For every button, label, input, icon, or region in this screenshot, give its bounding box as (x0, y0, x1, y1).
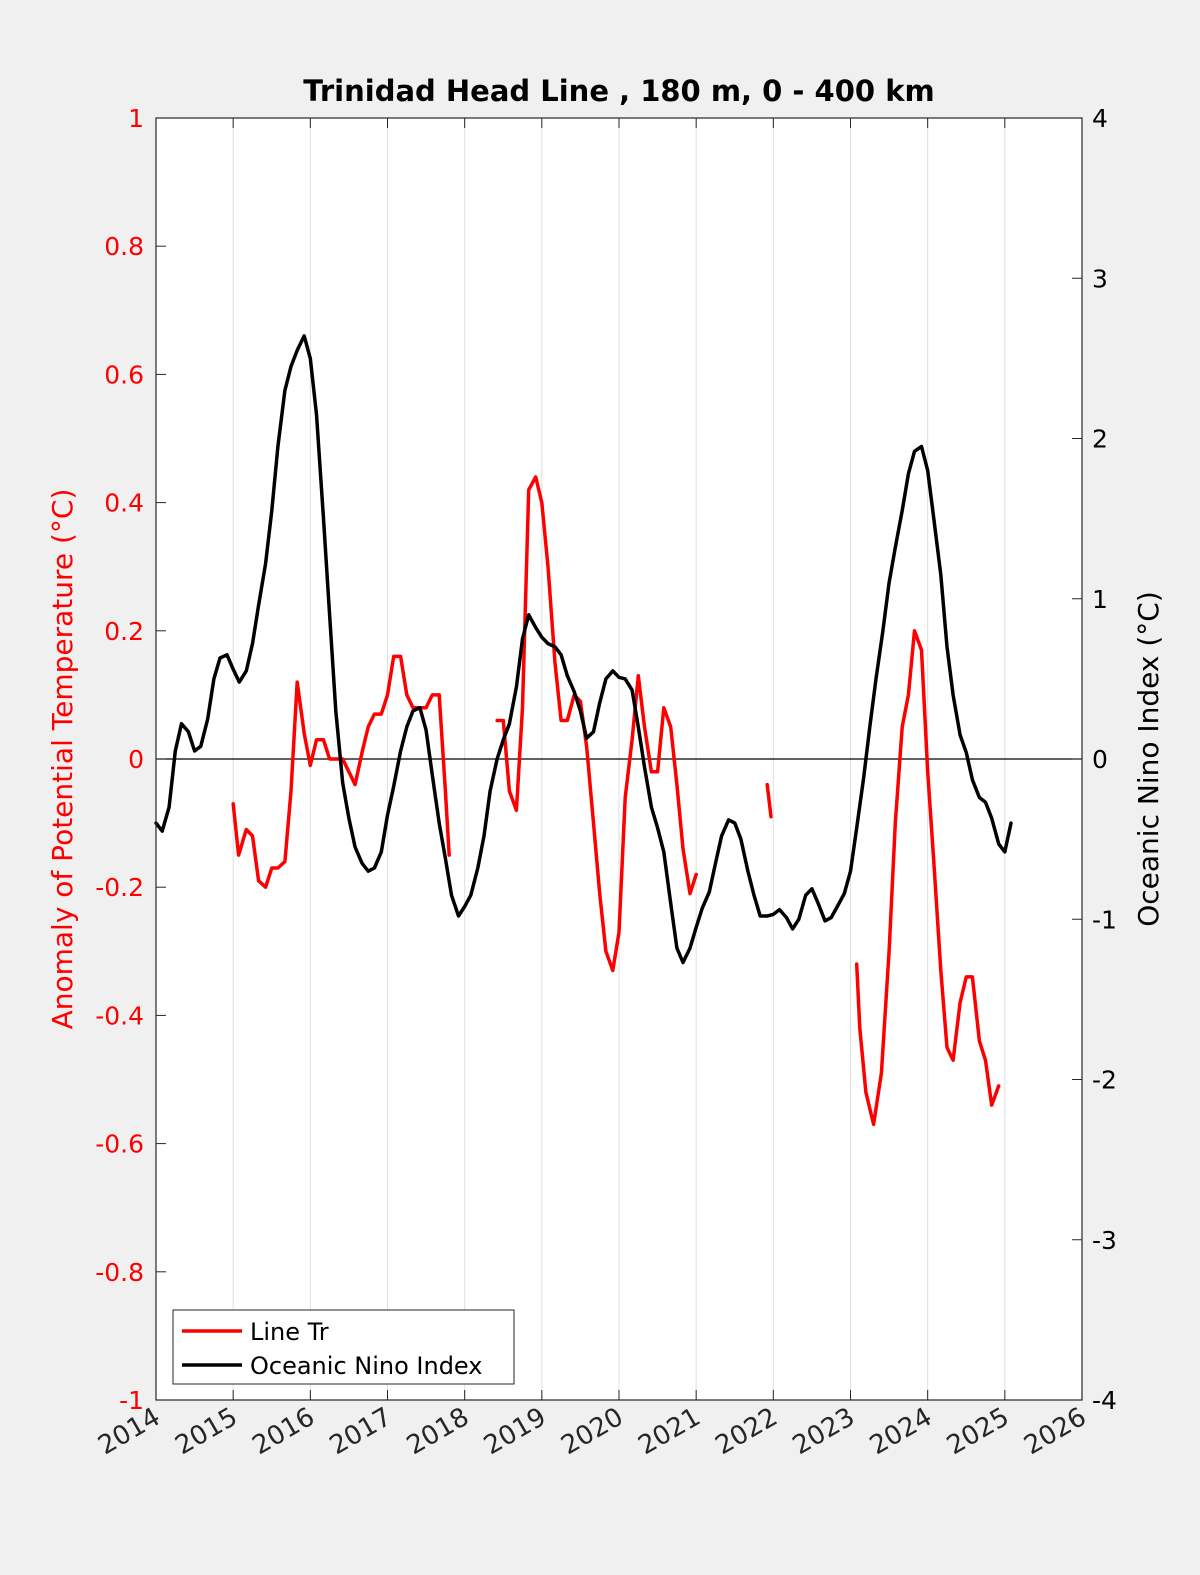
left-tick-label: 0.4 (104, 489, 144, 518)
x-tick-label: 2021 (633, 1402, 705, 1461)
right-tick-label: -3 (1092, 1226, 1117, 1255)
right-tick-label: -1 (1092, 905, 1117, 934)
x-tick-label: 2018 (402, 1402, 474, 1461)
left-tick-label: -0.2 (95, 873, 144, 902)
left-y-axis: 1 0.8 0.6 0.4 0.2 0 -0.2 -0.4 -0.6 -0.8 -1 (95, 104, 166, 1415)
left-tick-label: -0.6 (95, 1130, 144, 1159)
x-tick-label: 2016 (248, 1402, 320, 1461)
left-tick-label: 0.8 (104, 232, 144, 261)
legend: Line Tr Oceanic Nino Index (172, 1309, 515, 1385)
line-tr-series (495, 475, 698, 973)
right-tick-label: 3 (1092, 264, 1108, 293)
right-axis-label: Oceanic Nino Index (°C) (1132, 591, 1165, 927)
line-tr-series (765, 782, 773, 819)
left-tick-label: 1 (128, 104, 144, 133)
right-tick-label: 1 (1092, 585, 1108, 614)
legend-label-line-tr: Line Tr (250, 1318, 329, 1346)
x-tick-label: 2023 (788, 1402, 860, 1461)
oceanic-nino-index-series (154, 334, 1013, 965)
left-tick-label: 0.6 (104, 360, 144, 389)
left-tick-label: -0.8 (95, 1258, 144, 1287)
left-tick-label: -0.4 (95, 1001, 144, 1030)
x-tick-label: 2015 (170, 1402, 242, 1461)
x-tick-label: 2025 (942, 1402, 1014, 1461)
right-tick-label: -2 (1092, 1066, 1117, 1095)
left-tick-label: -1 (119, 1386, 144, 1415)
left-tick-label: 0.2 (104, 617, 144, 646)
line-tr-series (854, 629, 1001, 1127)
right-y-axis: 4 3 2 1 0 -1 -2 -3 -4 (1072, 104, 1117, 1415)
x-tick-label: 2020 (556, 1402, 628, 1461)
legend-box (172, 1309, 515, 1385)
x-tick-label: 2019 (479, 1402, 551, 1461)
x-tick-label: 2022 (711, 1402, 783, 1461)
chart-title: Trinidad Head Line , 180 m, 0 - 400 km (303, 74, 934, 108)
right-tick-label: 2 (1092, 425, 1108, 454)
line-tr-series (231, 654, 451, 889)
left-axis-label: Anomaly of Potential Temperature (°C) (46, 489, 79, 1030)
right-tick-label: -4 (1092, 1386, 1117, 1415)
x-tick-label: 2024 (865, 1402, 937, 1461)
left-tick-label: 0 (128, 745, 144, 774)
series-layer (154, 334, 1013, 1127)
x-tick-label: 2026 (1019, 1402, 1091, 1461)
x-tick-label: 2017 (325, 1402, 397, 1461)
legend-label-oni: Oceanic Nino Index (250, 1352, 482, 1380)
right-tick-label: 4 (1092, 104, 1108, 133)
right-tick-label: 0 (1092, 745, 1108, 774)
